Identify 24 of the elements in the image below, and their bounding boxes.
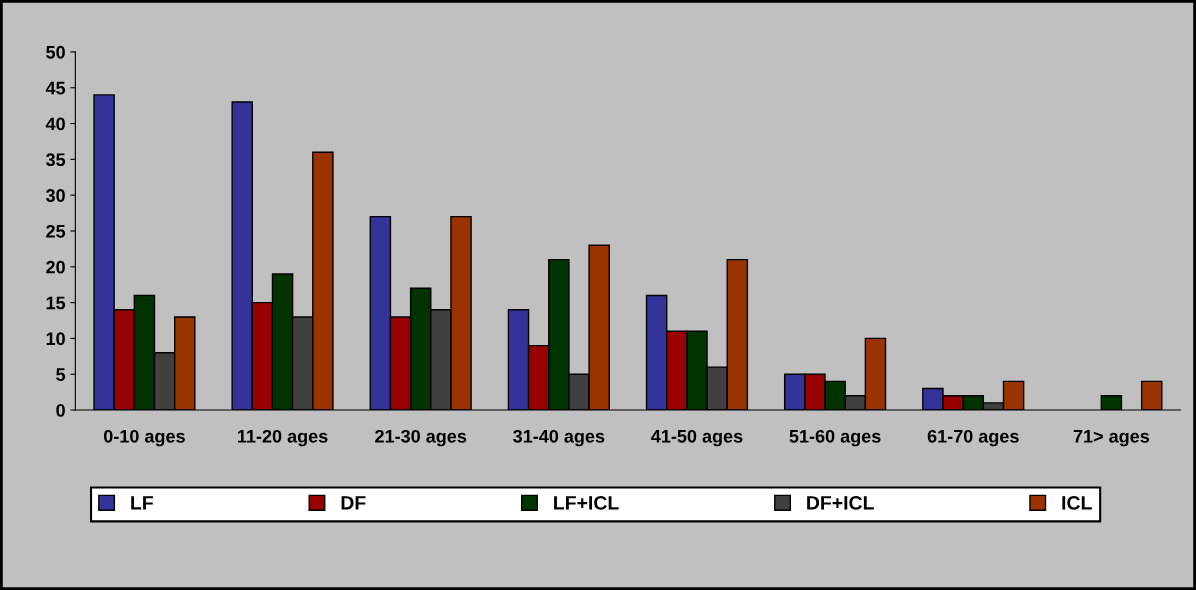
x-tick-label: 0-10 ages <box>103 429 185 447</box>
x-tick-label: 41-50 ages <box>651 429 743 447</box>
legend-label: LF <box>131 496 153 510</box>
legend-label: LF+ICL <box>554 495 619 510</box>
y-tick-label: 5 <box>56 368 66 381</box>
y-tick-label: 10 <box>46 332 65 346</box>
x-tick-label: 11-20 ages <box>238 429 328 447</box>
y-tick-label: 0 <box>56 403 65 417</box>
x-tick-label: 31-40 ages <box>513 429 605 447</box>
legend-label: DF <box>341 496 366 510</box>
legend-label: ICL <box>1062 495 1092 510</box>
y-tick-label: 45 <box>45 81 66 95</box>
y-tick-label: 35 <box>45 153 66 167</box>
y-tick-label: 20 <box>46 260 65 274</box>
y-tick-label: 40 <box>45 117 65 131</box>
x-tick-label: 51-60 ages <box>789 429 881 447</box>
y-tick-label: 25 <box>46 224 66 238</box>
x-tick-label: 71> ages <box>1073 430 1150 447</box>
y-tick-label: 15 <box>46 296 66 310</box>
x-tick-label: 61-70 ages <box>927 429 1019 447</box>
y-tick-label: 50 <box>46 45 65 59</box>
x-tick-label: 21-30 ages <box>375 429 467 447</box>
y-tick-label: 30 <box>45 189 65 202</box>
legend-label: DF+ICL <box>807 495 874 510</box>
